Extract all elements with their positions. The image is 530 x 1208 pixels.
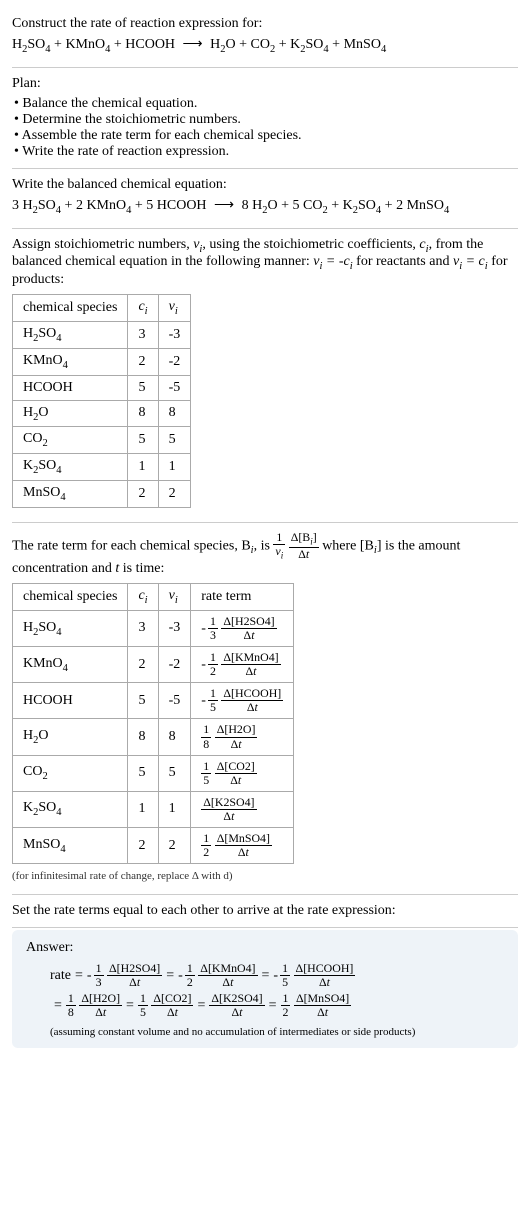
answer-title: Answer: — [26, 940, 504, 956]
table-row: KMnO42-2 — [13, 348, 191, 375]
term: 5 HCOOH — [146, 198, 206, 213]
table-header-row: chemical species ci νi rate term — [13, 584, 294, 611]
stoich-section: Assign stoichiometric numbers, νi, using… — [12, 229, 518, 523]
plan-section: Plan: Balance the chemical equation. Det… — [12, 68, 518, 169]
prompt-section: Construct the rate of reaction expressio… — [12, 8, 518, 68]
table-row: HCOOH5-5 — [13, 375, 191, 400]
table-row: K2SO411 — [13, 454, 191, 481]
table-row: KMnO42-2-12 Δ[KMnO4]Δt — [13, 647, 294, 683]
term: 3 H2SO4 — [12, 198, 61, 213]
plan-item: Assemble the rate term for each chemical… — [14, 128, 518, 144]
answer-expression: rate=-13 Δ[H2SO4]Δt=-12 Δ[KMnO4]Δt=-15 Δ… — [26, 962, 504, 1019]
col-species: chemical species — [13, 584, 128, 611]
answer-note: (assuming constant volume and no accumul… — [26, 1026, 504, 1038]
table-row: H2O8818 Δ[H2O]Δt — [13, 719, 294, 755]
balanced-section: Write the balanced chemical equation: 3 … — [12, 169, 518, 229]
product: K2SO4 — [290, 37, 329, 52]
col-c: ci — [128, 584, 158, 611]
reaction-arrow: ⟶ — [179, 37, 207, 52]
table-row: H2O88 — [13, 400, 191, 427]
reactant: H2SO4 — [12, 37, 51, 52]
table-row: HCOOH5-5-15 Δ[HCOOH]Δt — [13, 683, 294, 719]
rateterm-table: chemical species ci νi rate term H2SO43-… — [12, 583, 294, 864]
final-intro-section: Set the rate terms equal to each other t… — [12, 895, 518, 928]
table-row: K2SO411Δ[K2SO4]Δt — [13, 791, 294, 827]
reaction-arrow: ⟶ — [210, 198, 238, 213]
term: 8 H2O — [242, 198, 278, 213]
term: 2 MnSO4 — [396, 198, 449, 213]
table-header-row: chemical species ci νi — [13, 295, 191, 322]
table-row: H2SO43-3-13 Δ[H2SO4]Δt — [13, 610, 294, 646]
rateterm-intro: The rate term for each chemical species,… — [12, 531, 518, 577]
final-intro: Set the rate terms equal to each other t… — [12, 903, 518, 919]
answer-line-1: rate=-13 Δ[H2SO4]Δt=-12 Δ[KMnO4]Δt=-15 Δ… — [50, 962, 504, 989]
balanced-equation: 3 H2SO4 + 2 KMnO4 + 5 HCOOH ⟶ 8 H2O + 5 … — [12, 197, 518, 216]
table-row: H2SO43-3 — [13, 321, 191, 348]
term: K2SO4 — [343, 198, 382, 213]
rateterm-note: (for infinitesimal rate of change, repla… — [12, 870, 518, 882]
col-v: νi — [158, 295, 191, 322]
plan-item: Balance the chemical equation. — [14, 96, 518, 112]
col-species: chemical species — [13, 295, 128, 322]
product: MnSO4 — [344, 37, 387, 52]
plan-item: Determine the stoichiometric numbers. — [14, 112, 518, 128]
table-row: CO255 — [13, 427, 191, 454]
rateterm-section: The rate term for each chemical species,… — [12, 523, 518, 895]
stoich-intro: Assign stoichiometric numbers, νi, using… — [12, 237, 518, 289]
col-v: νi — [158, 584, 191, 611]
table-row: MnSO422 — [13, 480, 191, 507]
prompt-text: Construct the rate of reaction expressio… — [12, 16, 518, 32]
reactant: KMnO4 — [65, 37, 110, 52]
reactant: HCOOH — [125, 37, 175, 52]
c-symbol: ci — [419, 237, 428, 252]
product: H2O — [210, 37, 236, 52]
answer-box: Answer: rate=-13 Δ[H2SO4]Δt=-12 Δ[KMnO4]… — [12, 930, 518, 1047]
balanced-title: Write the balanced chemical equation: — [12, 177, 518, 193]
answer-line-2: =18 Δ[H2O]Δt=15 Δ[CO2]Δt=Δ[K2SO4]Δt=12 Δ… — [50, 992, 504, 1019]
table-row: CO25515 Δ[CO2]Δt — [13, 755, 294, 791]
plan-title: Plan: — [12, 76, 518, 92]
term: 5 CO2 — [293, 198, 328, 213]
table-row: MnSO42212 Δ[MnSO4]Δt — [13, 827, 294, 863]
nu-symbol: νi — [193, 237, 202, 252]
stoich-table: chemical species ci νi H2SO43-3 KMnO42-2… — [12, 294, 191, 508]
term: 2 KMnO4 — [76, 198, 131, 213]
fraction: 1νi — [273, 531, 285, 561]
plan-list: Balance the chemical equation. Determine… — [12, 96, 518, 160]
col-c: ci — [128, 295, 158, 322]
fraction: Δ[Bi]Δt — [289, 531, 319, 561]
plan-item: Write the rate of reaction expression. — [14, 144, 518, 160]
col-rate: rate term — [191, 584, 294, 611]
product: CO2 — [251, 37, 276, 52]
unbalanced-equation: H2SO4 + KMnO4 + HCOOH ⟶ H2O + CO2 + K2SO… — [12, 36, 518, 55]
